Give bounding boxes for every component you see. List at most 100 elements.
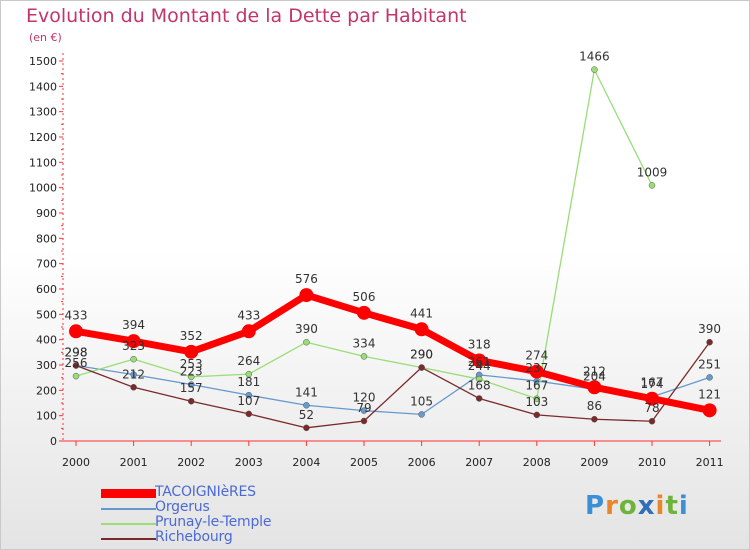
y-tick-label: 200 [36,384,57,397]
data-label: 141 [295,385,318,399]
x-tick-label: 2002 [177,456,205,469]
y-tick-label: 500 [36,308,57,321]
legend-label: Orgerus [155,499,210,515]
series-point-2 [130,355,137,363]
y-tick-label: 300 [36,359,57,372]
series-point-3 [187,397,195,405]
data-label: 506 [353,290,376,304]
data-label: 390 [295,322,318,336]
series-point-3 [418,364,425,371]
series-point-3 [591,415,598,423]
logo-letter: i [655,491,666,521]
y-tick-label: 400 [36,334,57,347]
data-label: 237 [525,361,548,375]
x-tick-label: 2009 [580,456,608,469]
data-label: 298 [65,346,88,360]
series-point-3 [706,338,713,346]
data-label: 290 [410,348,433,362]
series-point-2 [475,375,483,383]
series-point-1 [130,371,137,378]
data-label: 167 [641,376,664,390]
series-point-3 [475,395,483,402]
series-point-1 [360,407,368,414]
data-label: 576 [295,272,318,286]
logo-letter: t [665,491,679,521]
data-label: 290 [410,348,433,362]
series-point-2 [591,66,598,73]
data-label: 103 [525,395,548,409]
data-label: 167 [525,379,548,393]
data-label: 433 [65,308,88,322]
series-point-2 [648,182,656,189]
data-label: 52 [299,408,314,422]
x-tick-label: 2007 [465,456,493,469]
data-label: 256 [65,356,88,370]
y-tick-label: 100 [36,410,57,423]
data-label: 251 [698,357,721,371]
y-tick-label: 0 [50,435,57,448]
data-label: 441 [410,306,433,320]
series-line-0 [72,291,714,414]
series-point-3 [245,410,253,418]
series-point-0 [126,334,141,349]
data-label: 352 [180,329,203,343]
series-point-2 [533,395,541,402]
y-tick-label: 700 [36,258,57,271]
logo-letter: o [618,491,638,521]
data-label: 212 [583,364,606,378]
legend-label: TACOIGNIèRES [155,484,256,500]
y-tick-label: 1400 [29,80,57,93]
x-tick-label: 2011 [696,456,724,469]
proxiti-logo: Proxiti [585,491,689,521]
y-tick-label: 600 [36,283,57,296]
series-point-3 [72,362,80,369]
series-point-0 [529,364,544,379]
y-tick-label: 1300 [29,106,57,119]
data-label: 223 [180,365,203,379]
data-label: 433 [237,308,260,322]
legend-label: Richebourg [155,529,233,545]
data-label: 244 [468,359,491,373]
series-point-1 [706,374,713,381]
series-point-0 [241,324,256,339]
series-point-0 [702,403,717,418]
data-label: 157 [180,381,203,395]
series-point-3 [303,424,310,432]
data-label: 105 [410,394,433,408]
series-line-3 [75,341,711,429]
series-point-1 [303,402,310,409]
logo-letter: x [637,491,656,521]
chart-title: Evolution du Montant de la Dette par Hab… [26,5,467,27]
legend-swatch [101,489,156,498]
data-label: 174 [641,377,664,391]
data-label: 394 [122,318,145,332]
data-label: 86 [587,399,602,413]
series-point-0 [645,391,659,406]
data-label: 79 [356,401,371,415]
legend-swatch [101,538,156,540]
series-point-0 [414,322,429,337]
series-point-0 [69,324,83,339]
series-point-2 [245,370,253,378]
logo-letter: P [585,491,606,521]
x-tick-label: 2000 [62,456,90,469]
series-point-2 [360,353,368,360]
series-point-2 [72,372,80,380]
x-tick-label: 2004 [292,456,320,469]
series-point-3 [360,417,368,425]
x-tick-label: 2010 [638,456,666,469]
data-label: 204 [583,369,606,383]
data-label: 274 [525,349,548,363]
series-point-0 [299,288,314,303]
data-label: 264 [237,354,260,368]
x-tick-label: 2001 [120,456,148,469]
series-point-2 [187,373,195,381]
data-label: 323 [122,339,145,353]
data-label: 107 [237,394,260,408]
y-tick-label: 1000 [29,182,57,195]
series-point-1 [418,411,425,418]
legend-swatch [101,523,156,525]
data-label: 1466 [579,50,610,64]
data-label: 212 [122,367,145,381]
